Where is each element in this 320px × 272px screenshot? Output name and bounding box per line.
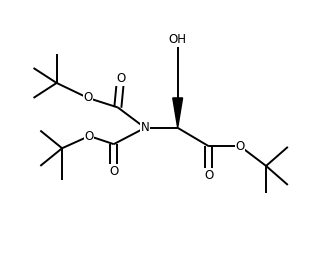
Text: O: O	[83, 91, 92, 104]
Text: O: O	[236, 140, 245, 153]
Text: O: O	[116, 72, 125, 85]
Text: O: O	[109, 165, 118, 178]
Text: O: O	[204, 169, 213, 182]
Polygon shape	[173, 98, 183, 128]
Text: OH: OH	[169, 33, 187, 46]
Text: N: N	[141, 121, 149, 134]
Text: O: O	[85, 129, 94, 143]
